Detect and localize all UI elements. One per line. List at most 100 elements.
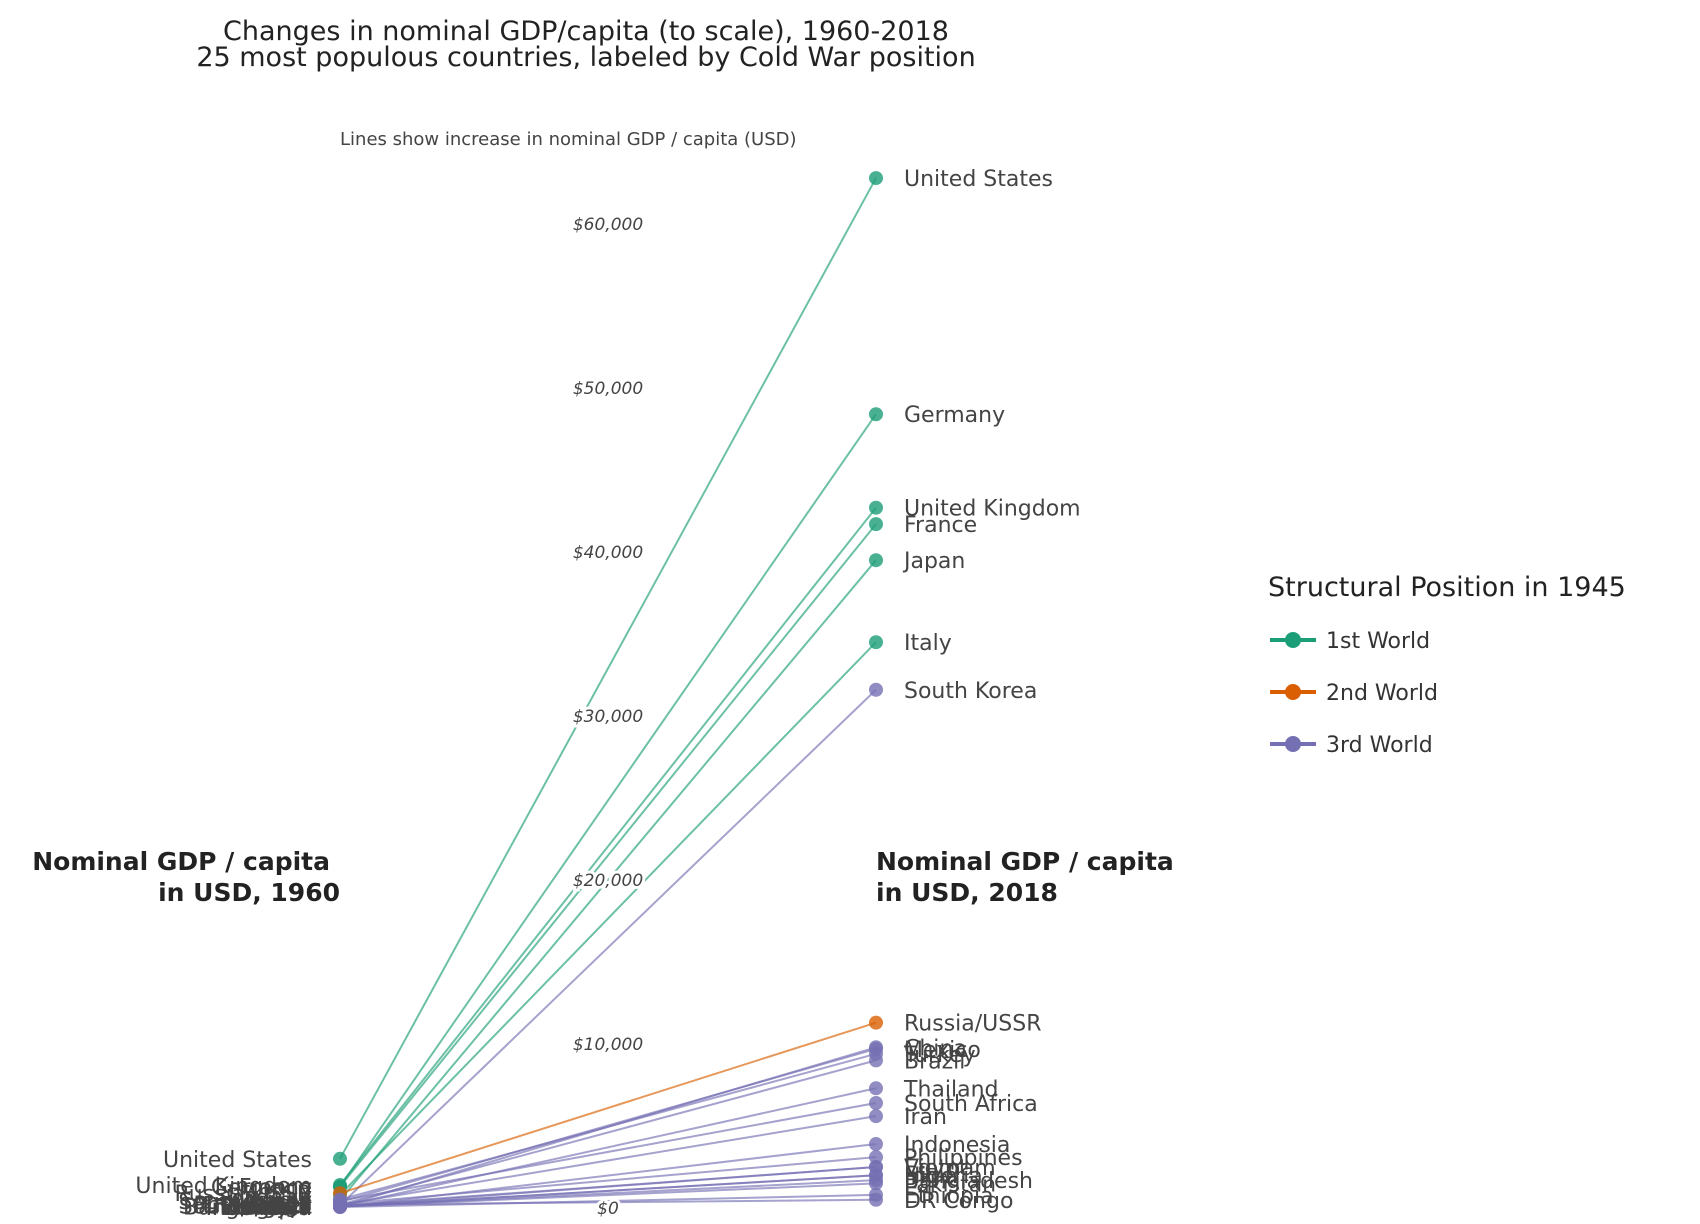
country-label-1960: China (249, 1196, 312, 1221)
series-line (339, 413, 877, 1188)
series-line (339, 1115, 877, 1206)
legend-entries: 1st World 2nd World 3rd World (1270, 629, 1438, 758)
y-tick-label: $50,000 (573, 379, 643, 399)
y-tick-label: $0 (597, 1199, 619, 1219)
series-line (339, 177, 877, 1160)
country-label-2018: South Africa (904, 1092, 1038, 1117)
y-tick-label: $30,000 (573, 707, 643, 727)
y-tick-label: $10,000 (573, 1035, 643, 1055)
country-label-1960: South Korea (179, 1194, 312, 1219)
point-2018 (869, 1081, 883, 1096)
country-label-1960: Brazil (251, 1194, 312, 1219)
country-label-2018: France (904, 513, 977, 538)
point-2018 (869, 517, 883, 532)
series-line (339, 507, 877, 1186)
country-label-1960: Italy (264, 1184, 312, 1209)
point-1960 (333, 1151, 347, 1166)
axis-note: Lines show increase in nominal GDP / cap… (340, 129, 797, 150)
legend: Structural Position in 1945 1st World 2nd… (1268, 572, 1626, 758)
country-label-1960: Philippines (193, 1193, 312, 1218)
country-label-1960: United States (163, 1148, 312, 1173)
series-line (339, 1102, 877, 1202)
point-2018 (869, 1109, 883, 1124)
country-label-2018: Egypt (904, 1156, 968, 1181)
country-label-1960: Russia/USSR (175, 1182, 313, 1207)
legend-swatch-dot (1285, 736, 1301, 752)
country-label-2018: Germany (904, 403, 1005, 428)
country-label-1960: Thailand (217, 1195, 312, 1220)
country-label-1960: United Kingdom (135, 1174, 312, 1199)
series-line (339, 1156, 877, 1205)
country-label-1960: Japan (249, 1189, 312, 1214)
legend-title: Structural Position in 1945 (1268, 572, 1626, 603)
country-label-2018: United Kingdom (904, 497, 1081, 522)
country-label-2018: China (904, 1036, 967, 1061)
series-line (339, 1198, 877, 1206)
left-column-header-line1: Nominal GDP / capita (32, 847, 330, 876)
country-label-1960: India (258, 1196, 312, 1221)
points-1960 (333, 1151, 347, 1215)
point-2018 (869, 500, 883, 515)
country-label-1960: Iran (269, 1194, 312, 1219)
series-line (339, 1182, 877, 1208)
country-label-2018: Philippines (904, 1146, 1023, 1171)
country-label-1960: Indonesia (206, 1196, 312, 1221)
series-line (339, 523, 877, 1188)
points-2018 (869, 171, 883, 1207)
series-line (339, 1021, 877, 1195)
country-label-1960: France (239, 1176, 312, 1201)
country-label-2018: Thailand (903, 1077, 998, 1102)
country-label-2018: South Korea (904, 679, 1037, 704)
point-2018 (869, 1053, 883, 1068)
country-label-2018: India (904, 1164, 958, 1189)
country-label-2018: Brazil (904, 1049, 965, 1074)
series-line (339, 1087, 877, 1208)
country-label-1960: Egypt (249, 1195, 313, 1220)
y-tick-label: $60,000 (573, 215, 643, 235)
legend-swatch-dot (1285, 684, 1301, 700)
point-1960 (333, 1197, 347, 1212)
country-label-1960: Mexico (235, 1191, 312, 1216)
country-label-2018: Pakistan (904, 1172, 996, 1197)
country-label-2018: Italy (904, 631, 952, 656)
labels-2018: United States Germany United KingdomFrance… (902, 167, 1081, 1214)
point-2018 (869, 1150, 883, 1165)
series-line (339, 1047, 877, 1204)
point-2018 (869, 553, 883, 568)
legend-swatch-dot (1285, 632, 1301, 648)
point-2018 (869, 1176, 883, 1191)
country-label-1960: Turkey (239, 1189, 312, 1214)
series-line (339, 1166, 877, 1208)
country-label-2018: DR Congo (904, 1189, 1013, 1214)
country-label-2018: Ethiopia (904, 1184, 994, 1209)
country-label-1960: Germany (211, 1176, 312, 1201)
country-label-1960: South Africa (178, 1190, 312, 1215)
point-2018 (869, 407, 883, 422)
right-column-header-line1: Nominal GDP / capita (876, 847, 1174, 876)
country-label-2018: Mexico (904, 1038, 981, 1063)
series-lines (339, 177, 877, 1209)
series-line (339, 689, 877, 1207)
country-label-2018: Vietnam (904, 1156, 996, 1181)
series-line (339, 641, 877, 1196)
country-label-1960: DR Congo (203, 1194, 312, 1219)
country-label-1960: Bangladesh (183, 1196, 312, 1221)
point-2018 (869, 682, 883, 697)
chart-title: Changes in nominal GDP/capita (to scale)… (223, 16, 949, 47)
point-2018 (869, 1137, 883, 1152)
country-label-1960: Nigeria (233, 1196, 312, 1221)
right-column-header-line2: in USD, 2018 (876, 878, 1058, 907)
country-label-2018: Bangladesh (904, 1169, 1033, 1194)
y-tick-label: $40,000 (573, 543, 643, 563)
series-line (339, 1059, 877, 1206)
country-label-1960: Vietnam (220, 1195, 312, 1220)
left-column-header-line2: in USD, 1960 (158, 878, 340, 907)
series-line (339, 559, 877, 1201)
point-2018 (869, 171, 883, 186)
point-2018 (869, 1015, 883, 1030)
country-label-1960: Pakistan (220, 1196, 312, 1221)
point-2018 (869, 1192, 883, 1207)
y-tick-label: $20,000 (573, 871, 643, 891)
country-label-2018: Nigeria (904, 1164, 983, 1189)
